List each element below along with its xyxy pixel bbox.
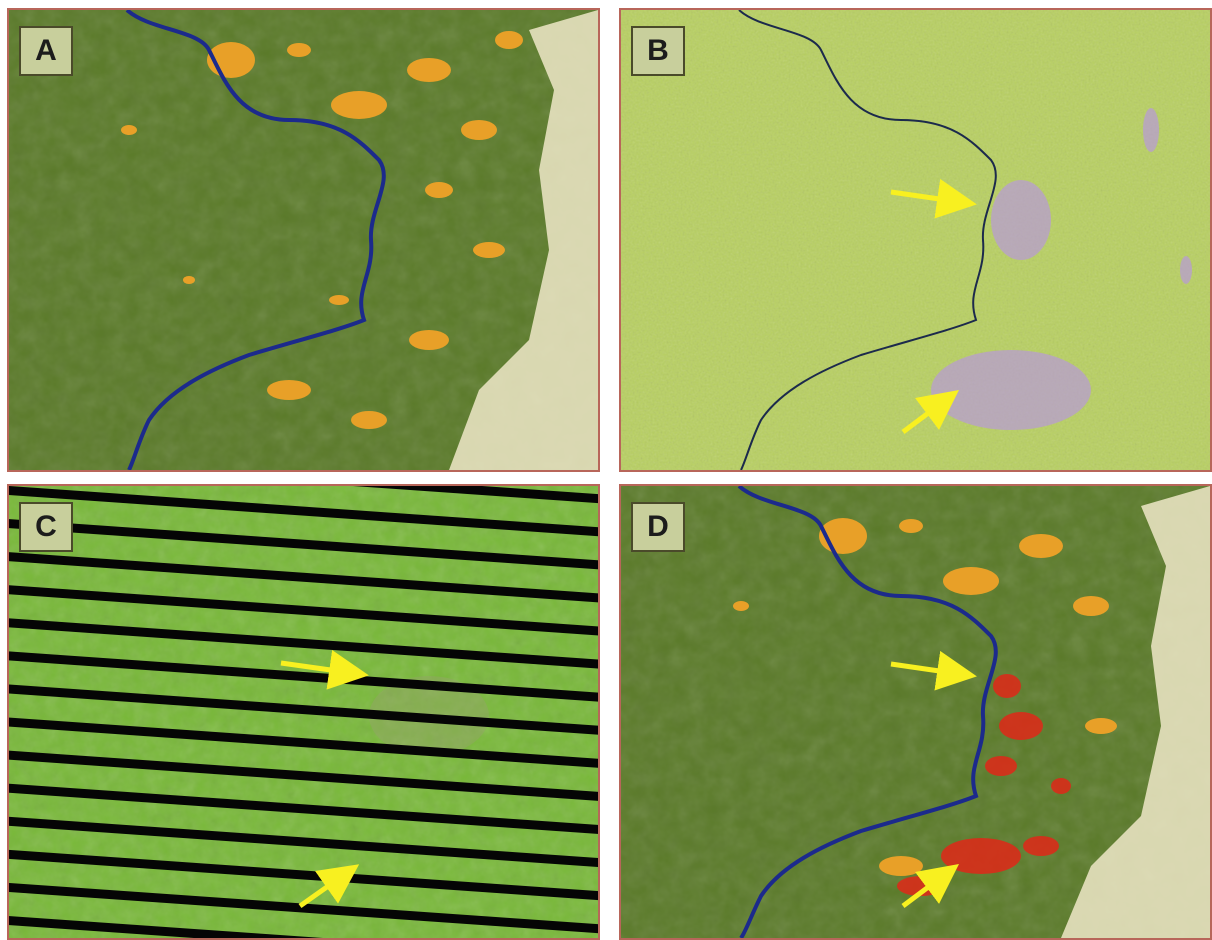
panel-b-image bbox=[621, 10, 1210, 470]
river bbox=[737, 486, 998, 938]
panel-a-label: A bbox=[19, 26, 73, 76]
panel-a: A bbox=[7, 8, 600, 472]
arrow-lower bbox=[901, 390, 959, 434]
panel-c-label: C bbox=[19, 502, 73, 552]
arrow-upper bbox=[890, 178, 977, 219]
arrow-upper bbox=[890, 650, 977, 691]
arrow-lower bbox=[298, 864, 360, 909]
panel-b: B bbox=[619, 8, 1212, 472]
disturbance-patches bbox=[931, 108, 1192, 430]
pasture-area bbox=[1061, 486, 1210, 938]
pasture-area bbox=[449, 10, 598, 470]
panel-d-image bbox=[621, 486, 1210, 938]
panel-a-image bbox=[9, 10, 598, 470]
scan-line-stripes bbox=[9, 486, 598, 938]
panel-c: C bbox=[7, 484, 600, 940]
panel-d: D bbox=[619, 484, 1212, 940]
panel-d-label: D bbox=[631, 502, 685, 552]
arrow-lower bbox=[901, 864, 959, 908]
river bbox=[125, 10, 386, 470]
arrow-upper bbox=[280, 650, 369, 690]
panel-b-label: B bbox=[631, 26, 685, 76]
panel-c-image bbox=[9, 486, 598, 938]
agriculture-patches bbox=[121, 31, 523, 429]
river bbox=[738, 10, 997, 470]
